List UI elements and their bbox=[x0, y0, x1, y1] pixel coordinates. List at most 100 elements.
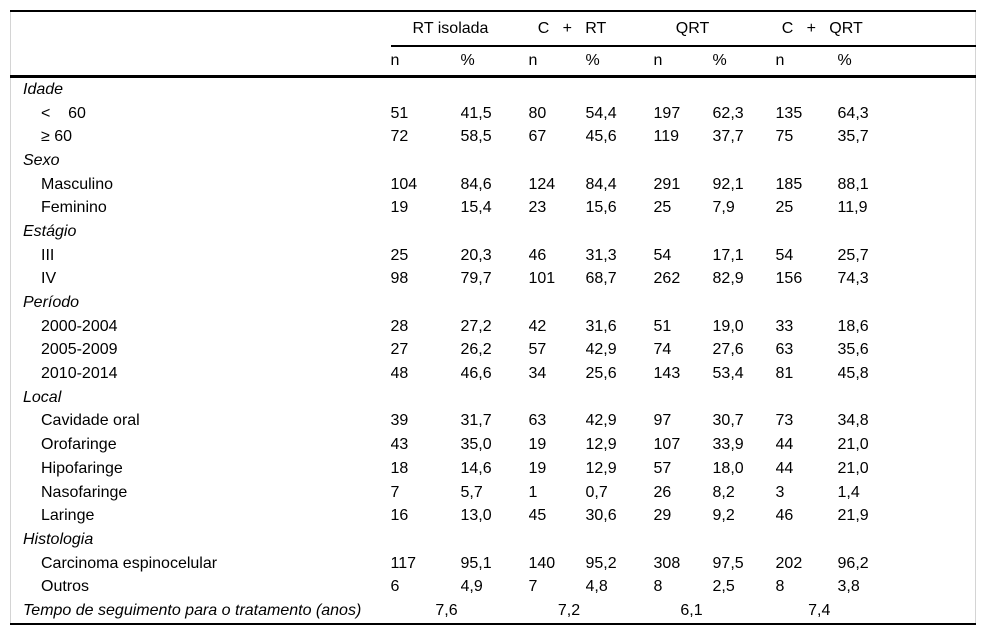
value-cell: 33 bbox=[775, 317, 794, 335]
value-cell: 25 bbox=[390, 246, 409, 264]
empty-cells bbox=[391, 386, 976, 410]
row-label: Tempo de seguimento para o tratamento (a… bbox=[23, 601, 362, 619]
data-row: Carcinoma espinocelular 117 95,1 140 95,2 308… bbox=[11, 552, 976, 576]
value-cell: 119 bbox=[653, 128, 680, 146]
value-cell: 101 bbox=[528, 270, 556, 288]
subheader-row: n % n % n % n % bbox=[10, 46, 976, 78]
empty-cells bbox=[391, 149, 976, 173]
value-cell: 44 bbox=[775, 436, 794, 454]
value-cell: 5,7 bbox=[460, 483, 483, 501]
row-label: 2005-2009 bbox=[41, 341, 118, 359]
value-cell: 143 bbox=[653, 365, 681, 383]
value-cell: 51 bbox=[390, 104, 409, 122]
value-cell: 41,5 bbox=[460, 104, 492, 122]
row-label: Orofaringe bbox=[41, 436, 117, 454]
row-label: Local bbox=[23, 388, 62, 406]
value-cell: 8 bbox=[775, 578, 785, 596]
treatment-characteristics-table-container: RT isolada C + RT QRT C + QRT n % n % n … bbox=[10, 10, 976, 625]
value-cell: 31,6 bbox=[585, 317, 617, 335]
value-cell: 19 bbox=[528, 459, 547, 477]
row-label: Histologia bbox=[23, 530, 94, 548]
row-label: Feminino bbox=[41, 199, 107, 217]
group-header-rt-isolada: RT isolada bbox=[390, 11, 529, 47]
value-cell: 20,3 bbox=[460, 246, 492, 264]
value-cell: 57 bbox=[653, 459, 672, 477]
value-cell: 67 bbox=[528, 128, 547, 146]
value-cell: 291 bbox=[653, 175, 681, 193]
value-cell: 27,6 bbox=[712, 341, 744, 359]
value-cell: 31,7 bbox=[460, 412, 492, 430]
value-cell: 18,0 bbox=[712, 459, 744, 477]
data-row: ≥ 60 72 58,5 67 45,6 119 37,7 75 35,7 bbox=[11, 125, 976, 149]
value-cell: 46 bbox=[528, 246, 547, 264]
value-cell: 34 bbox=[528, 365, 547, 383]
value-cell: 11,9 bbox=[837, 199, 868, 217]
subheader-pct: % bbox=[460, 46, 529, 78]
value-cell: 13,0 bbox=[460, 507, 492, 525]
row-label: Nasofaringe bbox=[41, 483, 128, 501]
value-cell: 15,6 bbox=[585, 199, 617, 217]
value-cell: 2,5 bbox=[712, 578, 735, 596]
value-cell: 39 bbox=[390, 412, 409, 430]
row-label: Carcinoma espinocelular bbox=[41, 554, 218, 572]
value-cell: 64,3 bbox=[837, 104, 869, 122]
value-cell: 35,7 bbox=[837, 128, 869, 146]
value-cell: 124 bbox=[528, 175, 556, 193]
value-cell: 19 bbox=[528, 436, 547, 454]
value-cell: 4,8 bbox=[585, 578, 608, 596]
value-cell: 54 bbox=[653, 246, 672, 264]
value-cell: 31,3 bbox=[585, 246, 617, 264]
value-cell: 34,8 bbox=[837, 412, 869, 430]
row-label: < 60 bbox=[41, 104, 86, 122]
value-cell: 14,6 bbox=[460, 459, 492, 477]
data-row: Outros 6 4,9 7 4,8 8 2,5 8 3,8 bbox=[11, 575, 976, 599]
value-cell: 97 bbox=[653, 412, 672, 430]
followup-value: 6,1 bbox=[680, 601, 703, 619]
value-cell: 42 bbox=[528, 317, 547, 335]
group-header-c-rt: C + RT bbox=[528, 11, 654, 47]
value-cell: 45 bbox=[528, 507, 547, 525]
followup-value: 7,6 bbox=[435, 601, 458, 619]
data-row: Masculino 104 84,6 124 84,4 291 92,1 185 88,1 bbox=[11, 173, 976, 197]
value-cell: 19,0 bbox=[712, 317, 744, 335]
data-row: Feminino 19 15,4 23 15,6 25 7,9 25 11,9 bbox=[11, 196, 976, 220]
value-cell: 1 bbox=[528, 483, 538, 501]
group-header-c-qrt: C + QRT bbox=[775, 11, 976, 47]
empty-cells bbox=[391, 77, 976, 102]
value-cell: 28 bbox=[390, 317, 409, 335]
value-cell: 63 bbox=[528, 412, 547, 430]
value-cell: 185 bbox=[775, 175, 803, 193]
value-cell: 45,8 bbox=[837, 365, 869, 383]
value-cell: 45,6 bbox=[585, 128, 617, 146]
value-cell: 17,1 bbox=[712, 246, 744, 264]
value-cell: 21,0 bbox=[837, 459, 869, 477]
value-cell: 1,4 bbox=[837, 483, 860, 501]
value-cell: 30,6 bbox=[585, 507, 617, 525]
subheader-pct: % bbox=[712, 46, 776, 78]
data-row: 2010-2014 48 46,6 34 25,6 143 53,4 81 45,8 bbox=[11, 362, 976, 386]
value-cell: 156 bbox=[775, 270, 803, 288]
empty-cells bbox=[391, 291, 976, 315]
value-cell: 25 bbox=[653, 199, 672, 217]
group-header-qrt: QRT bbox=[653, 11, 776, 47]
subheader-n: n bbox=[775, 46, 838, 78]
value-cell: 135 bbox=[775, 104, 803, 122]
followup-row: Tempo de seguimento para o tratamento (a… bbox=[11, 599, 976, 624]
value-cell: 35,6 bbox=[837, 341, 869, 359]
value-cell: 21,0 bbox=[837, 436, 869, 454]
value-cell: 7 bbox=[528, 578, 538, 596]
value-cell: 95,2 bbox=[585, 554, 617, 572]
value-cell: 29 bbox=[653, 507, 672, 525]
value-cell: 0,7 bbox=[585, 483, 608, 501]
subheader-n: n bbox=[390, 46, 461, 78]
value-cell: 58,5 bbox=[460, 128, 492, 146]
value-cell: 54,4 bbox=[585, 104, 617, 122]
value-cell: 63 bbox=[775, 341, 794, 359]
data-row: Cavidade oral 39 31,7 63 42,9 97 30,7 73 34,8 bbox=[11, 410, 976, 434]
value-cell: 202 bbox=[775, 554, 803, 572]
value-cell: 12,9 bbox=[585, 459, 617, 477]
followup-value: 7,4 bbox=[808, 601, 831, 619]
data-row: Laringe 16 13,0 45 30,6 29 9,2 46 21,9 bbox=[11, 504, 976, 528]
value-cell: 35,0 bbox=[460, 436, 492, 454]
value-cell: 74,3 bbox=[837, 270, 869, 288]
